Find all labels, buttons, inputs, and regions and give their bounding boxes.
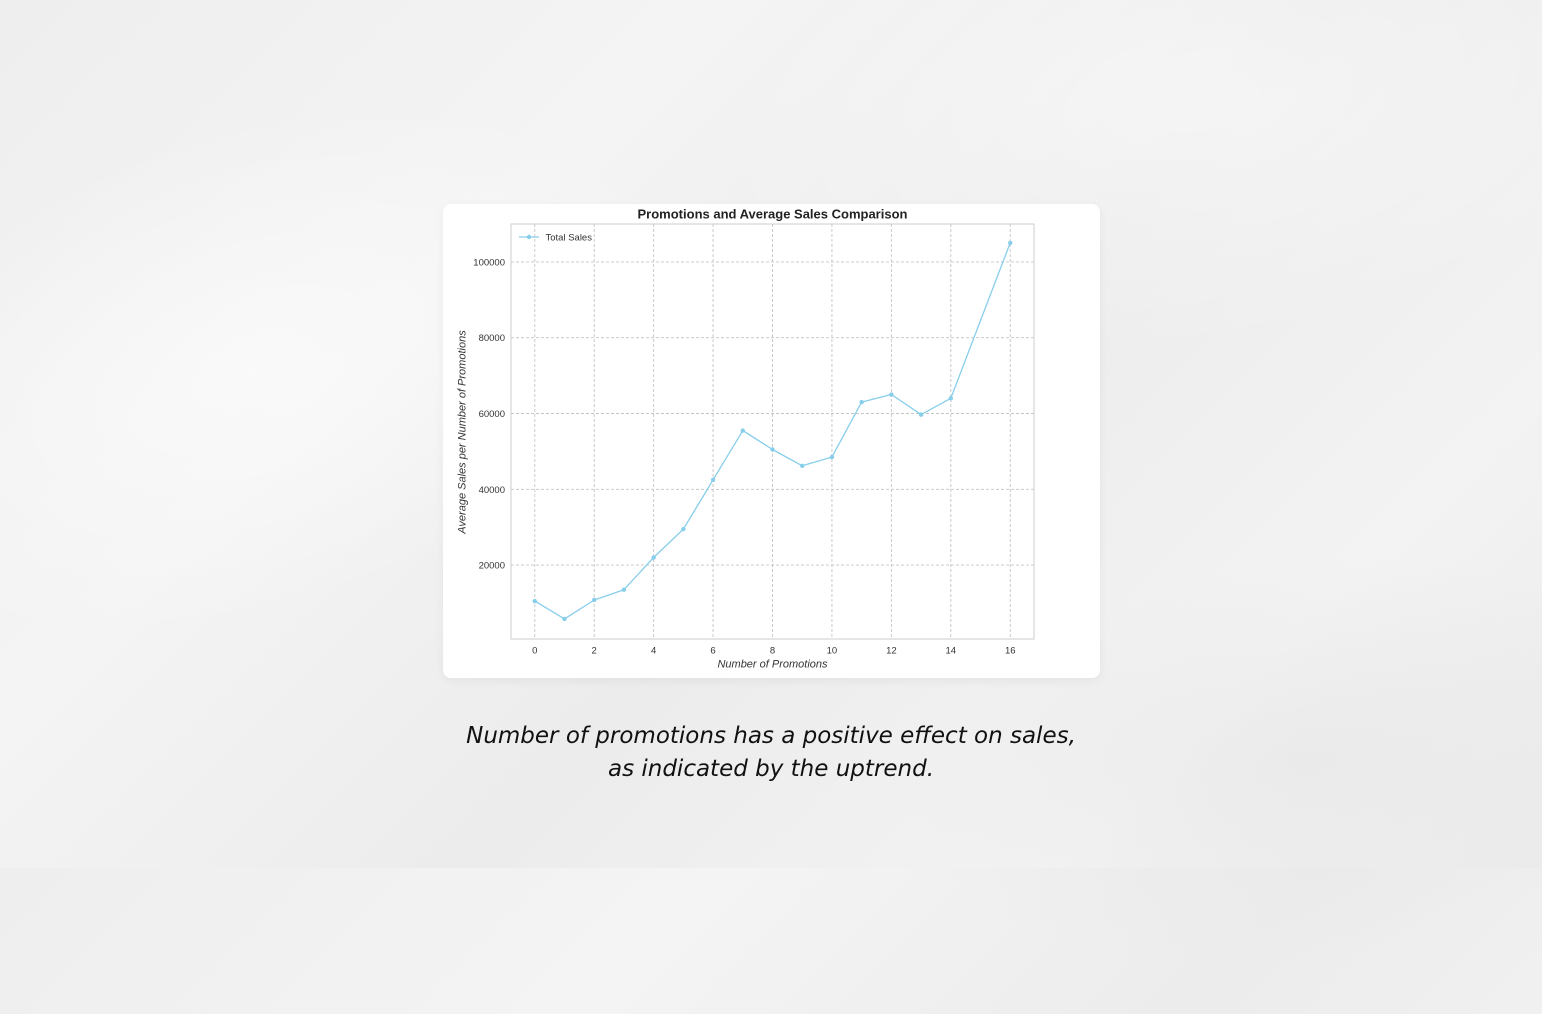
y-axis-label: Average Sales per Number of Promotions [457, 330, 469, 535]
data-point [859, 399, 864, 405]
y-tick-label: 40000 [479, 485, 505, 496]
x-tick-label: 12 [886, 646, 897, 657]
data-point [800, 463, 805, 468]
y-tick-label: 60000 [479, 409, 505, 420]
data-point [829, 454, 835, 460]
data-point [532, 598, 537, 604]
legend: Total Sales [519, 233, 592, 244]
x-tick-label: 4 [651, 646, 656, 657]
data-point [1008, 240, 1013, 246]
x-tick-label: 14 [946, 646, 957, 657]
y-tick-label: 100000 [473, 257, 505, 268]
data-point [918, 412, 924, 417]
caption-line-2: as indicated by the uptrend. [607, 756, 935, 782]
data-point [651, 555, 656, 560]
data-point [592, 597, 597, 603]
y-tick-label: 20000 [479, 561, 505, 572]
x-tick-label: 6 [710, 646, 715, 657]
caption: Number of promotions has a positive effe… [321, 720, 1221, 786]
data-point [740, 428, 745, 433]
x-tick-label: 2 [592, 646, 597, 657]
chart-card: Promotions and Average Sales Comparison … [443, 204, 1100, 678]
x-tick-label: 16 [1005, 646, 1016, 657]
data-point [562, 616, 567, 622]
x-tick-label: 10 [827, 646, 838, 657]
data-point [681, 526, 686, 532]
data-point [621, 587, 627, 592]
line-chart: Promotions and Average Sales Comparison … [457, 207, 1035, 671]
x-tick-label: 0 [532, 646, 537, 657]
caption-line-1: Number of promotions has a positive effe… [466, 723, 1076, 749]
plot-frame [510, 223, 1035, 640]
data-point [770, 447, 775, 452]
x-axis-label: Number of Promotions [717, 659, 828, 671]
data-point [710, 477, 716, 483]
x-tick-label: 8 [770, 646, 775, 657]
legend-label: Total Sales [546, 233, 593, 244]
legend-point-marker [526, 234, 532, 240]
y-tick-label: 80000 [479, 333, 505, 344]
data-point [889, 392, 894, 397]
chart-title: Promotions and Average Sales Comparison [638, 207, 908, 222]
data-point [948, 396, 953, 401]
series-line [534, 242, 1011, 620]
